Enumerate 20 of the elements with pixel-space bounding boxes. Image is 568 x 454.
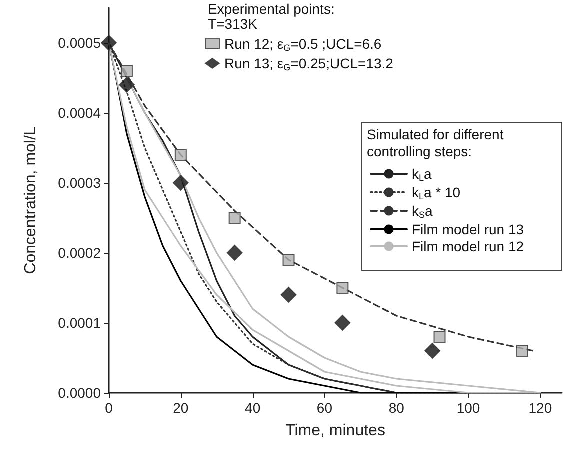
x-tick-label: 0 — [105, 400, 114, 416]
y-tick-label: 0.0003 — [58, 175, 102, 191]
x-axis-title: Time, minutes — [286, 422, 386, 440]
annotation: Simulated for different controlling steps: — [367, 126, 508, 160]
y-tick-label: 0.0005 — [58, 35, 102, 51]
y-axis-title: Concentration, mol/L — [22, 126, 40, 274]
x-tick-label: 40 — [245, 400, 261, 416]
x-tick-label: 80 — [388, 400, 405, 416]
legend-title: Experimental points: — [208, 1, 335, 17]
x-tick-label: 20 — [173, 400, 189, 416]
x-tick-label: 100 — [456, 400, 480, 416]
y-tick-label: 0.0002 — [58, 245, 102, 261]
y-tick-label: 0.0001 — [58, 315, 102, 331]
y-tick-label: 0.0004 — [58, 105, 102, 121]
x-tick-label: 120 — [528, 400, 552, 416]
annotation: T=313K — [208, 16, 258, 32]
x-tick-label: 60 — [316, 400, 333, 416]
legend-label: Film model run 12 — [412, 238, 524, 254]
y-tick-label: 0.0000 — [58, 385, 102, 401]
legend-label: Film model run 13 — [412, 222, 524, 238]
